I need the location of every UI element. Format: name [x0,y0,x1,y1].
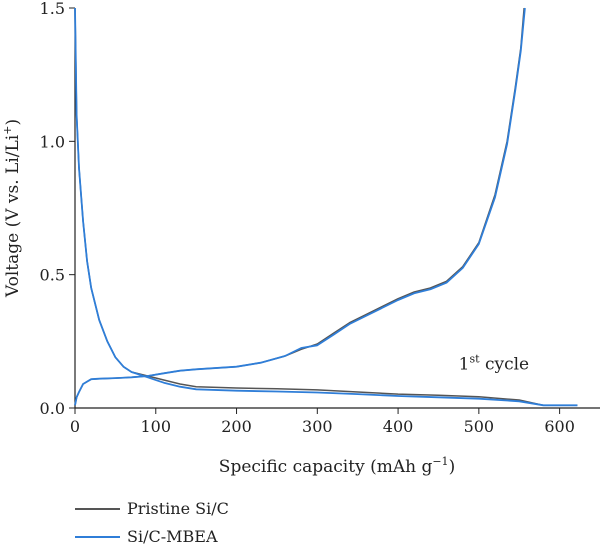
x-tick-label: 100 [140,417,171,436]
cycle-annotation-sup: st [469,352,480,365]
series-line-pristine-charge [74,7,525,406]
y-tick-label: 0.5 [40,266,65,285]
cycle-annotation: 1st cycle [459,352,529,374]
y-axis-title-main: Voltage (V vs. Li/Li [3,134,23,298]
y-tick-label: 1.0 [40,132,65,151]
y-axis-ticks: 0.0 0.5 1.0 1.5 [40,0,75,418]
y-tick-label: 0.0 [40,399,65,418]
cycle-annotation-end: cycle [480,354,530,374]
x-tick-label: 600 [544,417,575,436]
x-tick-label: 300 [302,417,333,436]
series-lines [74,7,578,407]
x-tick-label: 400 [383,417,414,436]
legend-label: Pristine Si/C [127,499,229,518]
x-tick-label: 0 [70,417,80,436]
y-axis-title-sup: + [1,126,14,135]
x-axis-title: Specific capacity (mAh g−1) [219,455,455,477]
y-tick-label: 1.5 [40,0,65,18]
y-axis-title-end: ) [3,119,23,126]
x-tick-label: 500 [464,417,495,436]
series-line-pristine-discharge [74,7,578,407]
legend: Pristine Si/C Si/C-MBEA [75,499,229,546]
x-axis-title-main: Specific capacity (mAh g [219,457,433,477]
series-line-mbea-charge [74,7,526,406]
plot-frame [74,8,600,409]
x-axis-title-sup: −1 [432,455,448,468]
cycle-annotation-main: 1 [459,354,470,374]
x-tick-label: 200 [221,417,252,436]
legend-label: Si/C-MBEA [127,527,218,546]
series-line-mbea-discharge [74,7,578,407]
x-axis-ticks: 0 100 200 300 400 500 600 [70,408,575,436]
x-axis-title-end: ) [449,457,456,477]
y-axis-title: Voltage (V vs. Li/Li+) [1,119,23,298]
